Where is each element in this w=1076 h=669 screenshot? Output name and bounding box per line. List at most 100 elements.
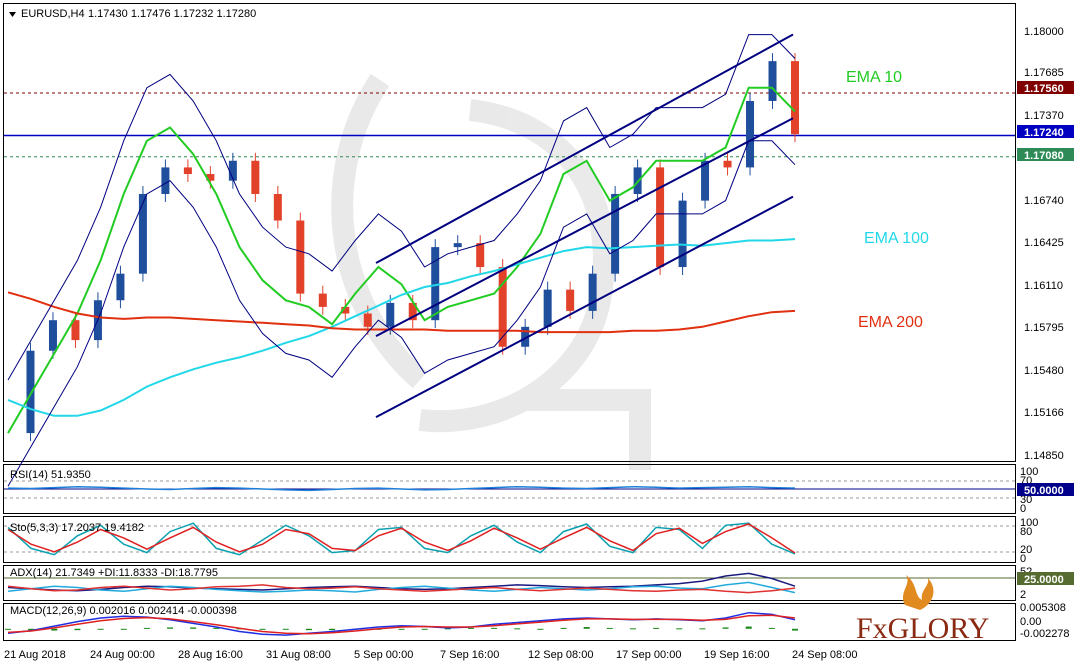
- y-tick: 1.17685: [1024, 67, 1064, 79]
- macd-histogram-bar: [653, 627, 660, 629]
- macd-histogram-bar: [421, 628, 428, 630]
- resistance-tag-box: [1017, 81, 1074, 94]
- panel-frames: [3, 3, 1016, 641]
- macd-histogram-bar: [514, 628, 521, 630]
- sto-label: Sto(5,3,3) 17.2037 19.4182: [10, 522, 144, 534]
- candle-body: [408, 302, 417, 321]
- candle-body: [138, 193, 147, 274]
- sto-panel-frame: [3, 516, 1016, 563]
- sto-y-axis: 100 80 20 0: [1020, 517, 1038, 565]
- rsi-y-axis: 100 70 30 0 50.0000: [1017, 466, 1074, 515]
- y-tick: 1.16425: [1024, 237, 1064, 249]
- macd-histogram-bar: [398, 628, 405, 630]
- candle-body: [476, 243, 485, 268]
- y-tick: 1.16740: [1024, 195, 1064, 207]
- macd-label: MACD(12,26,9) 0.002016 0.002414 -0.00039…: [10, 605, 237, 617]
- macd-histogram-bar: [745, 626, 752, 629]
- macd-histogram-bar: [120, 628, 127, 630]
- x-axis: 21 Aug 2018 24 Aug 00:00 28 Aug 16:00 31…: [4, 649, 857, 661]
- x-tick: 7 Sep 16:00: [440, 649, 499, 661]
- macd-histogram-bar: [143, 627, 150, 629]
- ema10-line: [7, 86, 796, 434]
- macd-histogram-bar: [28, 628, 35, 631]
- symbol-label: EURUSD,H4: [21, 8, 85, 20]
- ema10-annotation: EMA 10: [846, 69, 902, 86]
- adx-label: ADX(14) 21.7349 +DI:11.8333 -DI:18.7795: [10, 567, 218, 579]
- macd-histogram-bar: [97, 628, 104, 630]
- indicator-layer: [4, 480, 1015, 636]
- support-tag-text: 1.17080: [1024, 150, 1064, 162]
- y-tick: 100: [1020, 466, 1038, 478]
- candle-body: [296, 220, 305, 294]
- candle-body: [611, 193, 620, 274]
- dropdown-triangle-icon[interactable]: [9, 12, 16, 17]
- macd-histogram-bar: [213, 627, 220, 629]
- macd-histogram-bar: [259, 628, 266, 630]
- ema200-line: [7, 291, 796, 334]
- macd-histogram-bar: [606, 627, 613, 629]
- macd-histogram-bar: [722, 627, 729, 629]
- y-tick: 1.17370: [1024, 110, 1064, 122]
- macd-histogram-bar: [444, 628, 451, 630]
- resistance-tag-text: 1.17560: [1024, 83, 1064, 95]
- rsi-level-tag-box: [1017, 483, 1074, 496]
- candle-body: [768, 61, 777, 101]
- candle-body: [386, 302, 395, 327]
- main-y-axis: 1.18000 1.17685 1.17370 1.16740 1.16425 …: [1024, 26, 1064, 462]
- y-tick: 0: [1020, 553, 1026, 565]
- x-tick: 24 Aug 00:00: [90, 649, 155, 661]
- y-tick: 1.14850: [1024, 450, 1064, 462]
- main-price-layer: [4, 33, 1015, 487]
- macd-histogram-bar: [792, 628, 798, 631]
- candle-body: [116, 273, 125, 301]
- current-price-tag: 1.17240: [1017, 125, 1074, 139]
- macd-histogram-bar: [305, 628, 312, 631]
- bollinger-lower: [7, 140, 796, 487]
- y-tick: 0.005308: [1020, 602, 1066, 614]
- macd-y-axis: 0.005308 0.00 -0.002278: [1020, 602, 1070, 640]
- candle-body: [318, 293, 327, 307]
- candle-body: [791, 61, 799, 135]
- candle-body: [656, 167, 665, 268]
- candle-body: [431, 247, 440, 321]
- y-tick: 2: [1020, 589, 1026, 601]
- y-tick: 1.16110: [1024, 280, 1063, 292]
- macd-histogram-bar: [190, 627, 197, 629]
- candle-body: [566, 289, 575, 311]
- candle-body: [363, 313, 372, 327]
- adx-y-axis: 52 25.0000 2: [1017, 566, 1074, 601]
- macd-histogram-bar: [491, 627, 498, 629]
- macd-histogram-bar: [676, 628, 683, 630]
- macd-histogram-bar: [51, 628, 58, 631]
- current-price-tag-text: 1.17240: [1024, 127, 1064, 139]
- ema200-annotation: EMA 200: [858, 314, 923, 331]
- candle-body: [183, 167, 192, 175]
- channel-middle-line: [375, 117, 794, 338]
- y-tick: 1.15166: [1024, 407, 1064, 419]
- support-tag: 1.17080: [1017, 148, 1074, 162]
- candle-body: [543, 289, 552, 327]
- candle-body: [71, 320, 80, 341]
- y-tick: 1.15480: [1024, 365, 1064, 377]
- macd-histogram-bar: [537, 628, 544, 630]
- minus-di-line: [7, 584, 796, 594]
- x-tick: 24 Sep 08:00: [792, 649, 857, 661]
- current-price-tag-box: [1017, 125, 1074, 138]
- y-tick: 1.15795: [1024, 322, 1064, 334]
- y-tick: -0.002278: [1020, 628, 1070, 640]
- candle-body: [746, 100, 755, 168]
- candle-body: [341, 306, 350, 314]
- plus-di-line: [7, 581, 796, 594]
- rsi-label: RSI(14) 51.9350: [10, 469, 91, 481]
- rsi-line: [7, 485, 796, 492]
- x-tick: 21 Aug 2018: [4, 649, 66, 661]
- y-tick: 80: [1020, 526, 1032, 538]
- macd-histogram-bar: [167, 627, 174, 629]
- resistance-tag: 1.17560: [1017, 81, 1074, 95]
- macd-histogram-bar: [560, 627, 567, 629]
- candle-body: [453, 243, 462, 248]
- adx-line: [7, 572, 796, 592]
- x-tick: 17 Sep 00:00: [616, 649, 681, 661]
- rsi-panel-frame: [3, 464, 1016, 514]
- support-tag-box: [1017, 148, 1074, 161]
